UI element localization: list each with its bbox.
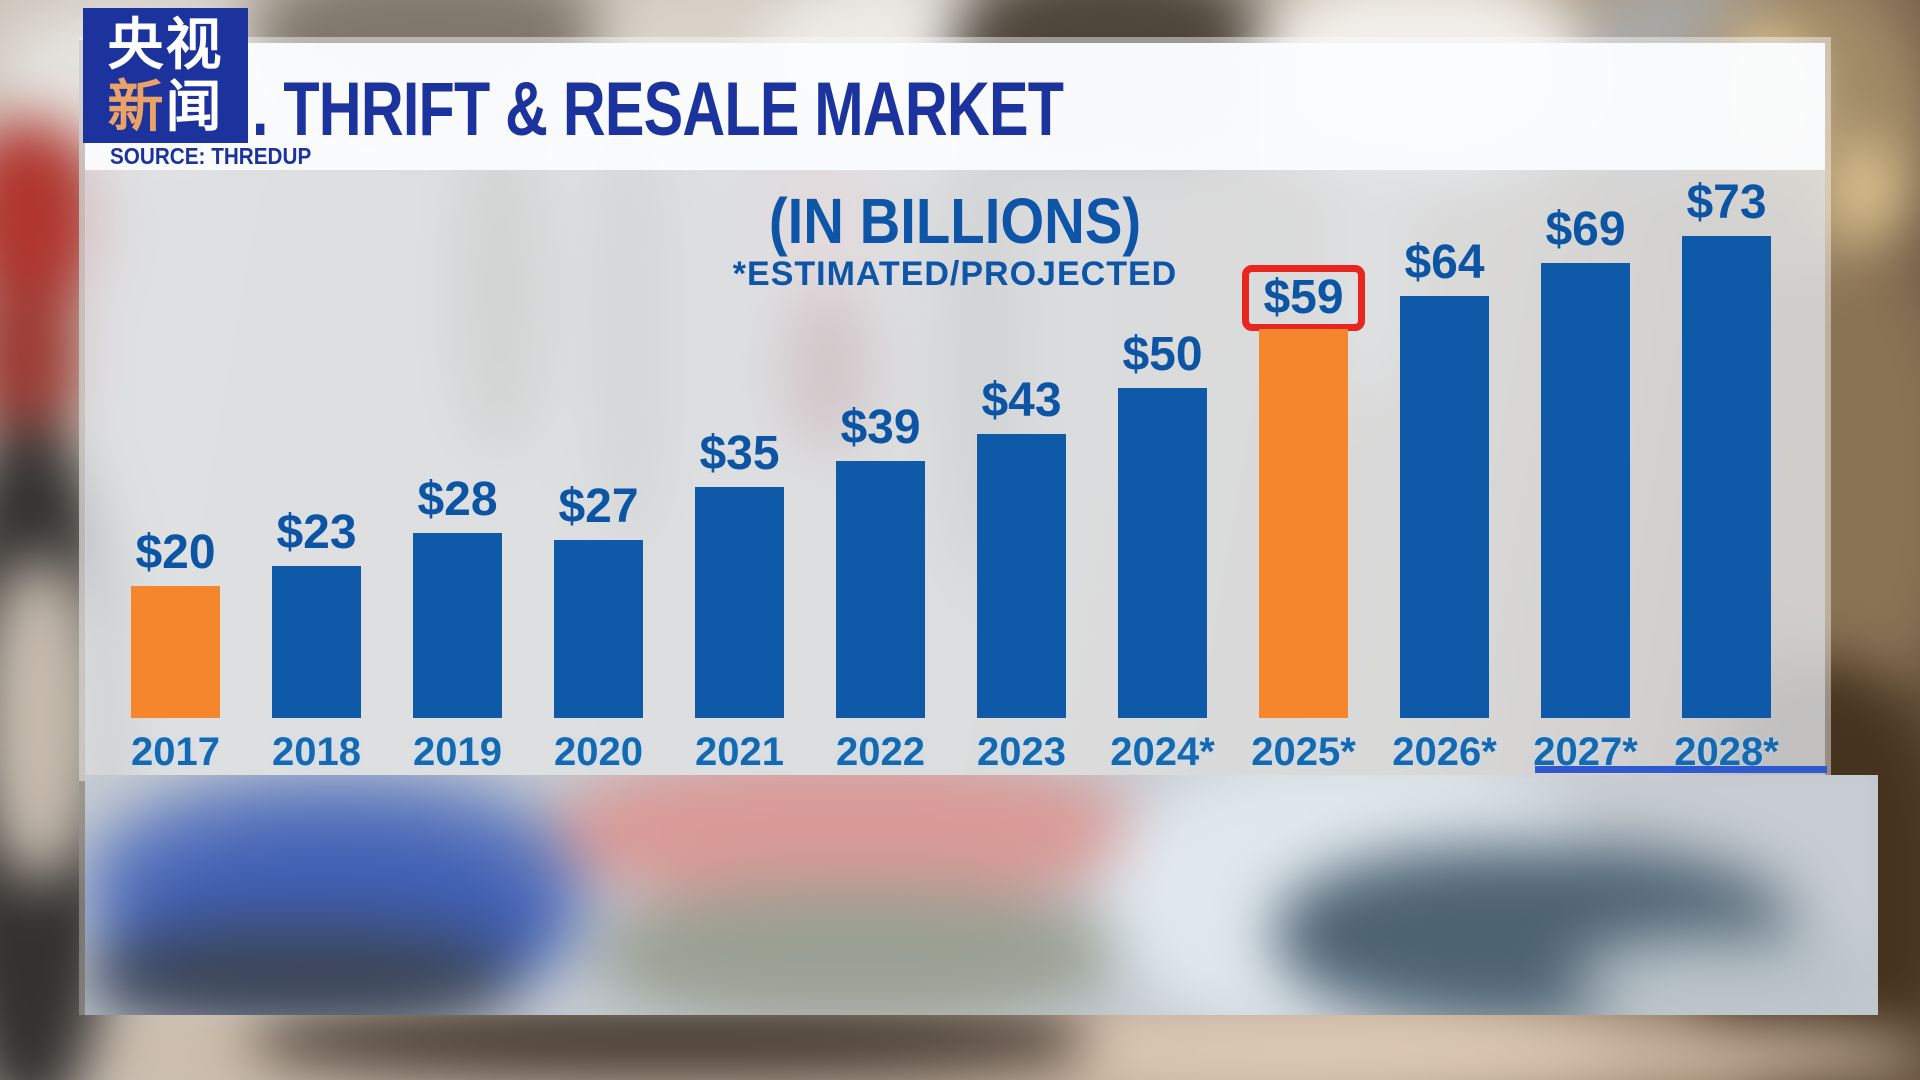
bar-value-wrap: $20 — [135, 525, 216, 579]
bar-column: $73 2028* — [1656, 43, 1797, 774]
bar-value-wrap: $69 — [1545, 202, 1626, 256]
bar-column: $23 2018 — [246, 43, 387, 774]
bar-value-label: $64 — [1404, 235, 1485, 289]
bar-column: $64 2026* — [1374, 43, 1515, 774]
year-label: 2024* — [1110, 730, 1215, 774]
background-blob — [0, 280, 80, 440]
bar-column: $39 2022 — [810, 43, 951, 774]
bar-value-label: $20 — [135, 525, 216, 579]
bar — [977, 434, 1066, 718]
bar-column: $69 2027* — [1515, 43, 1656, 774]
logo-text-bottom: 新闻 — [107, 74, 224, 138]
banner-blob — [85, 925, 515, 1015]
bar-value-label: $50 — [1122, 327, 1203, 381]
bar-value-label: $28 — [417, 472, 498, 526]
bar-value-label: $43 — [981, 373, 1062, 427]
page-title: . THRIFT & RESALE MARKET — [252, 67, 1064, 152]
bar-value-wrap: $27 — [558, 479, 639, 533]
year-label: 2017 — [131, 730, 220, 774]
banner-blob — [595, 885, 1115, 1015]
bar-column: $35 2021 — [669, 43, 810, 774]
bar-value-label: $27 — [558, 479, 639, 533]
chart-title: (IN BILLIONS) — [768, 185, 1142, 257]
header-bar — [85, 43, 1825, 170]
bar-column: $28 2019 — [387, 43, 528, 774]
bar — [836, 461, 925, 718]
banner-blur-layer — [85, 775, 1878, 1015]
year-label: 2018 — [272, 730, 361, 774]
bar-column: $20 2017 — [105, 43, 246, 774]
background-blob — [1080, 1005, 1620, 1080]
logo-text-top: 央视 — [107, 12, 224, 76]
year-label: 2025* — [1251, 730, 1356, 774]
chart-panel: . THRIFT & RESALE MARKET SOURCE: THREDUP… — [85, 43, 1827, 775]
bar — [695, 487, 784, 718]
bar-value-wrap: $28 — [417, 472, 498, 526]
bar-column: $27 2020 — [528, 43, 669, 774]
blurred-lower-third — [85, 775, 1878, 1015]
bar-value-wrap: $23 — [276, 505, 357, 559]
year-label: 2019 — [413, 730, 502, 774]
year-label: 2026* — [1392, 730, 1497, 774]
logo-char: 闻 — [165, 74, 224, 138]
background-edge-line — [79, 40, 86, 1015]
bar-value-wrap: $39 — [840, 400, 921, 454]
bar-value-wrap: $43 — [981, 373, 1062, 427]
year-label: 2021 — [695, 730, 784, 774]
bar-value-label: $23 — [276, 505, 357, 559]
bar — [1682, 236, 1771, 718]
bar — [131, 586, 220, 718]
banner-blob — [555, 775, 1135, 905]
panel-bottom-accent-line — [1535, 766, 1827, 773]
bar — [413, 533, 502, 718]
logo-char-accent: 新 — [107, 74, 166, 138]
banner-blob — [1575, 935, 1878, 1015]
bar — [1400, 296, 1489, 718]
year-label: 2020 — [554, 730, 643, 774]
highlight-box: $59 — [1242, 264, 1365, 331]
bar-value-label: $69 — [1545, 202, 1626, 256]
bar — [554, 540, 643, 718]
bar-value-label: $39 — [840, 400, 921, 454]
chart-subtitle: *ESTIMATED/PROJECTED — [732, 255, 1178, 293]
bar-value-label: $35 — [699, 426, 780, 480]
year-label: 2023 — [977, 730, 1066, 774]
bar-column: $59 2025* — [1233, 43, 1374, 774]
bar-value-label: $73 — [1686, 175, 1767, 229]
bar — [1541, 263, 1630, 718]
background-blob — [1830, 140, 1900, 240]
bar-value-label: $59 — [1263, 270, 1344, 324]
bar-chart: $20 2017 $23 2018 $28 2019 $27 2020 $35 2021 $39 20… — [105, 43, 1797, 774]
bar — [1259, 329, 1348, 718]
bar — [1118, 388, 1207, 718]
source-label: SOURCE: THREDUP — [110, 143, 312, 169]
bar-value-wrap: $50 — [1122, 327, 1203, 381]
year-label: 2022 — [836, 730, 925, 774]
bar — [272, 566, 361, 718]
bar-column: $43 2023 — [951, 43, 1092, 774]
bar-value-wrap: $64 — [1404, 235, 1485, 289]
bar-value-wrap: $35 — [699, 426, 780, 480]
bar-column: $50 2024* — [1092, 43, 1233, 774]
bar-value-wrap: $73 — [1686, 175, 1767, 229]
cctv-news-logo: 央视 新闻 — [83, 8, 248, 143]
